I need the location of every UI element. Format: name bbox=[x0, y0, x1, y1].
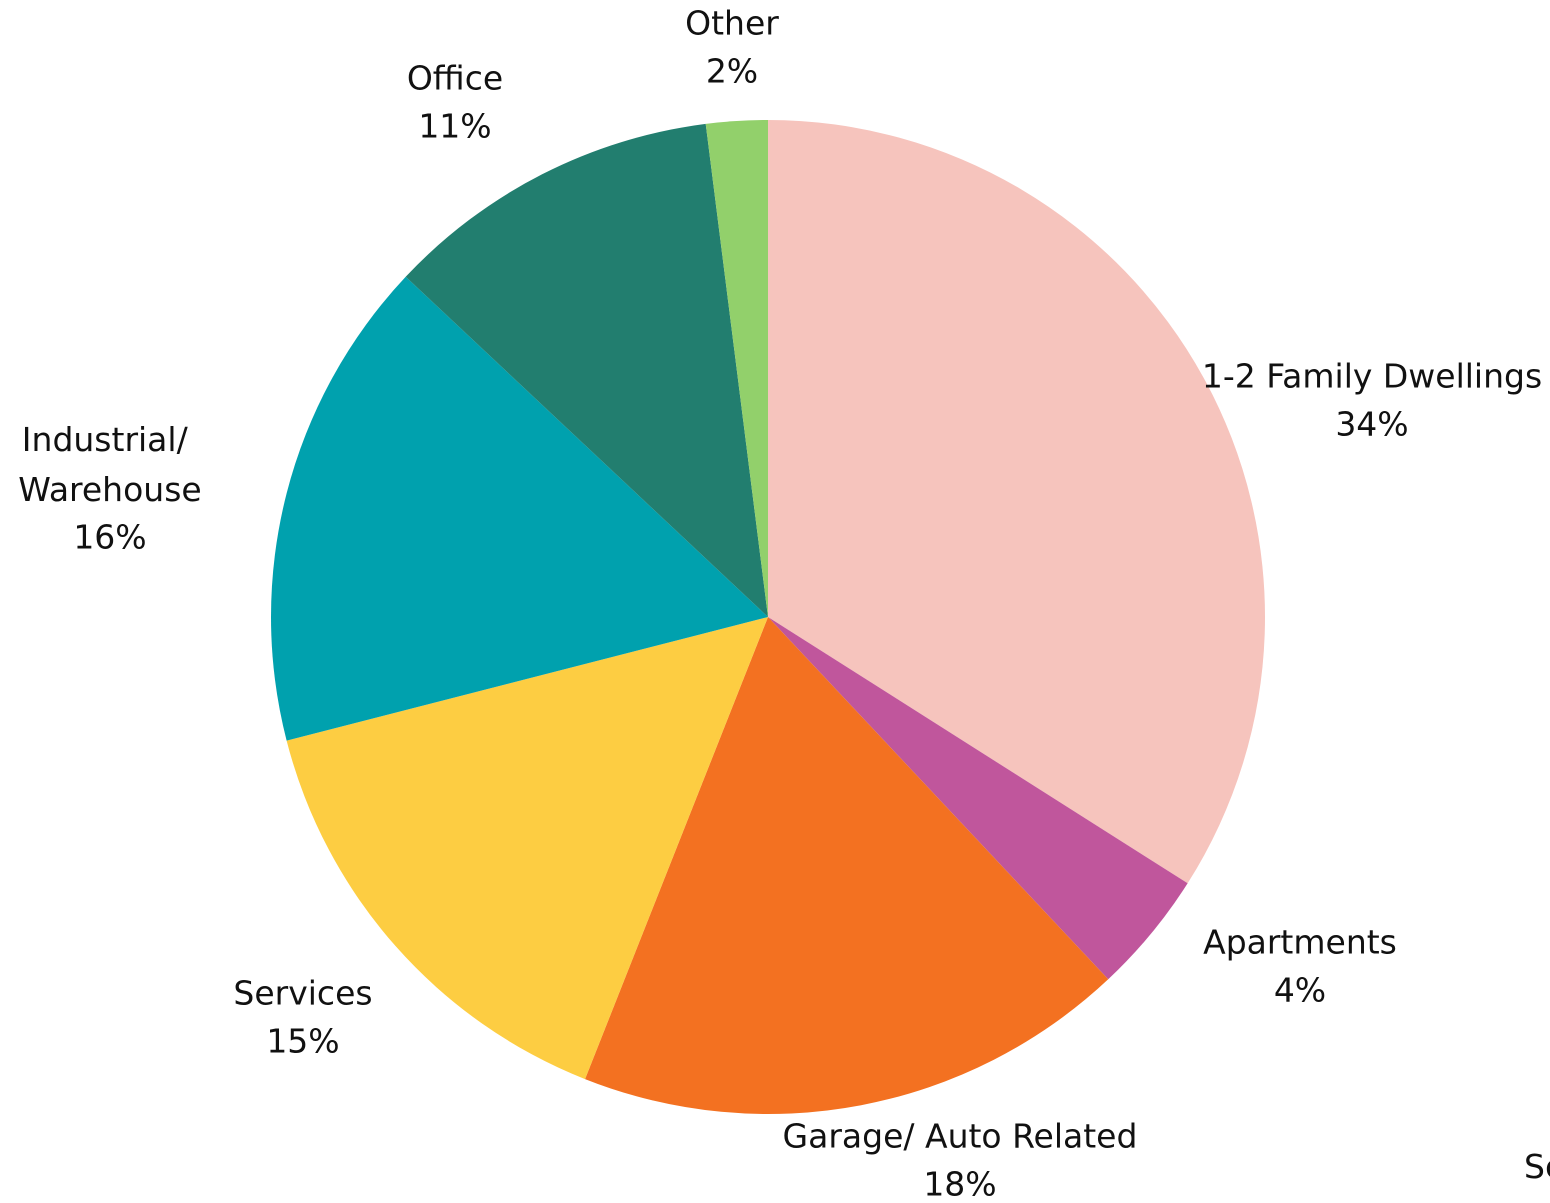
pie-slice bbox=[768, 120, 1265, 884]
slice-label: 1-2 Family Dwellings bbox=[1202, 357, 1542, 396]
slice-label: Office bbox=[407, 59, 503, 98]
pie-slice bbox=[405, 123, 768, 617]
slice-value-label: 15% bbox=[266, 1022, 339, 1061]
pie-slice bbox=[286, 617, 768, 1080]
pie-slice bbox=[585, 617, 1109, 1114]
source: Sc bbox=[1524, 1147, 1550, 1186]
slice-label: Other bbox=[685, 4, 779, 43]
slice-value-label: 18% bbox=[923, 1165, 996, 1203]
pie-slice bbox=[705, 120, 768, 617]
slice-value-label: 16% bbox=[73, 518, 146, 557]
slice-value-label: 11% bbox=[418, 107, 491, 146]
slice-value-label: 34% bbox=[1335, 405, 1408, 444]
slice-label: Industrial/ Warehouse bbox=[18, 420, 201, 509]
slice-label: Apartments bbox=[1203, 923, 1397, 962]
slice-value-label: 2% bbox=[706, 52, 758, 91]
slice-value-label: 4% bbox=[1274, 971, 1326, 1010]
slice-label: Garage/ Auto Related bbox=[783, 1117, 1138, 1156]
pie-slice bbox=[271, 276, 768, 741]
pie-slice bbox=[768, 617, 1188, 980]
slice-label: Services bbox=[233, 974, 372, 1013]
